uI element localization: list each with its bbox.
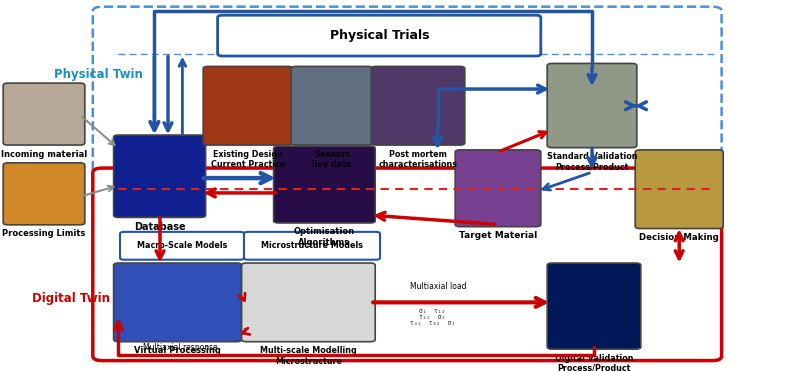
Text: Multi-scale Modelling
Microstructure: Multi-scale Modelling Microstructure <box>260 346 357 365</box>
Text: Incoming material: Incoming material <box>1 150 87 158</box>
FancyBboxPatch shape <box>3 163 85 225</box>
FancyBboxPatch shape <box>114 263 242 342</box>
Text: Virtual Processing: Virtual Processing <box>134 346 221 355</box>
Text: Decision Making: Decision Making <box>639 233 719 242</box>
FancyBboxPatch shape <box>120 232 244 260</box>
FancyBboxPatch shape <box>371 66 465 145</box>
FancyBboxPatch shape <box>242 263 375 342</box>
FancyBboxPatch shape <box>635 150 723 229</box>
Text: Optimisation
Algorithms: Optimisation Algorithms <box>294 227 355 247</box>
FancyBboxPatch shape <box>3 83 85 145</box>
Text: Digital Validation
Process/Product: Digital Validation Process/Product <box>554 354 634 371</box>
FancyBboxPatch shape <box>547 63 637 148</box>
Text: σ₁  τ₁₂
τ₂₁  σ₂
τ₃₁  τ₃₂  σ₃: σ₁ τ₁₂ τ₂₁ σ₂ τ₃₁ τ₃₂ σ₃ <box>410 309 454 325</box>
FancyBboxPatch shape <box>244 232 380 260</box>
FancyBboxPatch shape <box>547 263 641 349</box>
Text: Physical Twin: Physical Twin <box>54 68 143 81</box>
FancyBboxPatch shape <box>203 66 293 145</box>
FancyBboxPatch shape <box>291 66 373 145</box>
FancyBboxPatch shape <box>274 146 375 223</box>
Text: Physical Trials: Physical Trials <box>330 29 430 42</box>
Text: Target Material: Target Material <box>459 231 537 240</box>
FancyBboxPatch shape <box>114 135 206 217</box>
FancyBboxPatch shape <box>455 150 541 227</box>
Text: Standard Validation
Process/Product: Standard Validation Process/Product <box>546 152 638 171</box>
Text: Sensors
live data: Sensors live data <box>312 150 352 169</box>
Text: Post mortem
characterisations: Post mortem characterisations <box>378 150 458 169</box>
Text: Microstructure Models: Microstructure Models <box>261 242 363 250</box>
Text: Multiaxial load: Multiaxial load <box>410 282 466 291</box>
Text: Database: Database <box>134 222 186 232</box>
Text: Multiaxial response: Multiaxial response <box>142 343 218 352</box>
Text: Macro-Scale Models: Macro-Scale Models <box>138 242 227 250</box>
Text: Existing Design
Current Practice: Existing Design Current Practice <box>211 150 285 169</box>
FancyBboxPatch shape <box>218 15 541 56</box>
Text: Digital Twin: Digital Twin <box>32 292 110 305</box>
Text: Processing Limits: Processing Limits <box>2 229 86 238</box>
